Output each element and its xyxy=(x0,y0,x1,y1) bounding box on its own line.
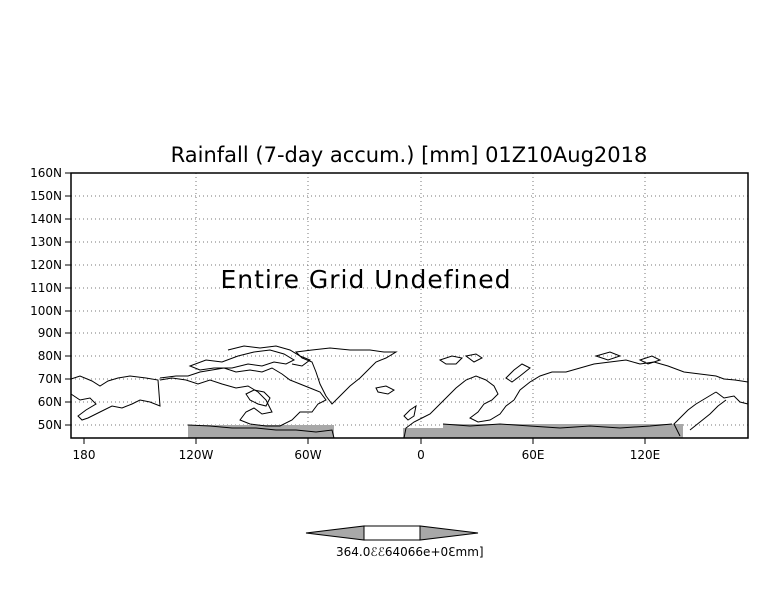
coast-asia-south xyxy=(442,423,673,429)
coast-hudson-bay xyxy=(245,389,271,407)
lat-label: 130N xyxy=(30,235,62,249)
lat-label: 140N xyxy=(30,212,62,226)
lon-label: 0 xyxy=(417,448,425,462)
coast-arctic-islands xyxy=(188,345,312,371)
latitude-axis: 160N 150N 140N 130N 120N 110N 100N 90N 8… xyxy=(30,166,71,432)
latitude-gridlines xyxy=(71,195,748,426)
lat-label: 70N xyxy=(38,372,62,386)
lon-label: 120E xyxy=(630,448,661,462)
undefined-grid-notice: Entire Grid Undefined xyxy=(220,265,511,294)
lat-label: 150N xyxy=(30,189,62,203)
coast-iceland xyxy=(375,385,395,395)
shaded-cells xyxy=(188,424,683,438)
lon-label: 60E xyxy=(522,448,545,462)
map-plot-area xyxy=(70,172,749,439)
lat-label: 90N xyxy=(38,326,62,340)
coast-europe xyxy=(403,375,515,439)
lon-label: 180 xyxy=(73,448,96,462)
longitude-gridlines xyxy=(195,173,646,438)
coast-canada xyxy=(159,367,327,427)
colorbar-right-arrow xyxy=(419,525,479,541)
lat-label: 50N xyxy=(38,418,62,432)
coast-chukotka xyxy=(715,378,749,405)
colorbar-left-arrow xyxy=(305,525,365,541)
coast-greenland xyxy=(294,347,398,405)
coast-alaska xyxy=(70,375,161,421)
lon-label: 120W xyxy=(179,448,214,462)
map-title: Rainfall (7-day accum.) [mm] 01Z10Aug201… xyxy=(171,143,648,167)
coast-siberian-islands xyxy=(594,351,662,365)
coast-britain xyxy=(403,404,417,421)
plot-background xyxy=(71,173,748,438)
plot-frame xyxy=(70,172,749,439)
coastlines xyxy=(70,345,749,439)
colorbar: 364.0ℰℰ64066e+0ℇmm] xyxy=(305,525,484,559)
lat-label: 160N xyxy=(30,166,62,180)
lat-label: 110N xyxy=(30,281,62,295)
lat-label: 120N xyxy=(30,258,62,272)
coast-us-north xyxy=(187,424,335,439)
shaded-region-north-america xyxy=(188,425,334,438)
longitude-axis: 180 120W 60W 0 60E 120E xyxy=(73,438,661,462)
lat-label: 60N xyxy=(38,395,62,409)
shaded-region-eurasia xyxy=(403,428,443,438)
colorbar-middle xyxy=(363,525,421,541)
colorbar-label: 364.0ℰℰ64066e+0ℇmm] xyxy=(336,545,484,559)
coast-russia xyxy=(513,359,727,437)
coast-novaya-zemlya xyxy=(505,363,531,383)
coast-svalbard xyxy=(438,353,483,365)
lat-label: 100N xyxy=(30,304,62,318)
lon-label: 60W xyxy=(294,448,321,462)
lat-label: 80N xyxy=(38,349,62,363)
